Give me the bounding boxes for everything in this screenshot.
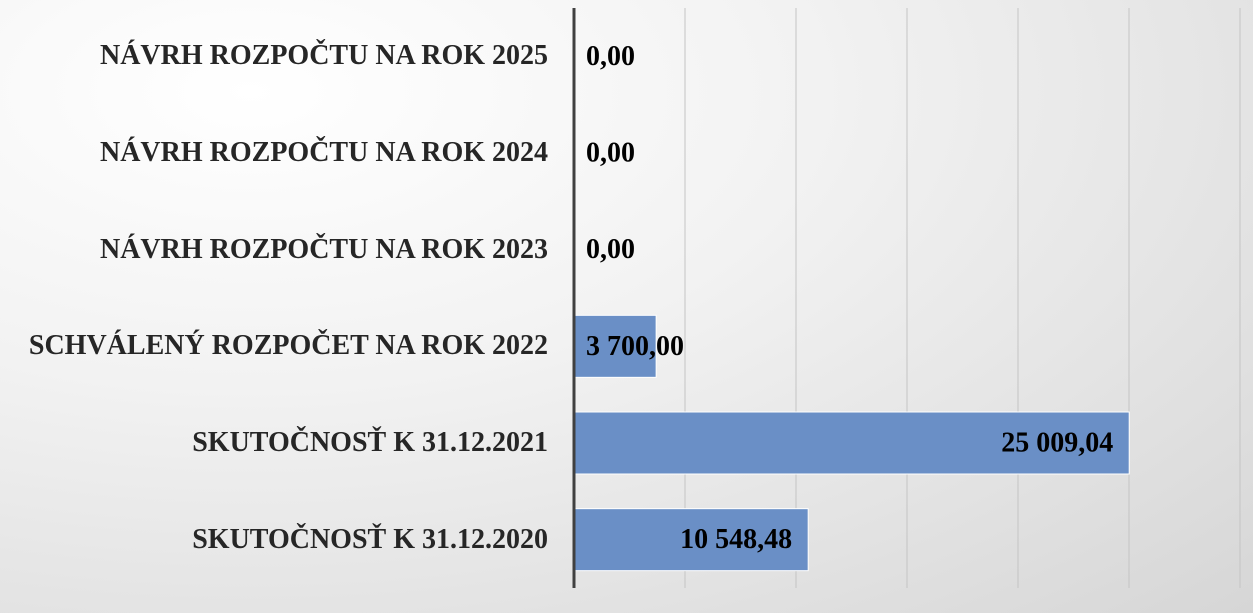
category-text: SKUTOČNOSŤ K 31.12.2020 xyxy=(192,523,548,555)
data-label: 0,00 xyxy=(586,234,635,265)
data-label: 25 009,04 xyxy=(1001,427,1113,458)
data-label: 3 700,00 xyxy=(586,331,684,362)
category-label: SCHVÁLENÝ ROZPOČET NA ROK 2022 xyxy=(18,298,548,395)
bar xyxy=(573,411,1130,475)
data-label: 0,00 xyxy=(586,137,635,168)
category-text: SCHVÁLENÝ ROZPOČET NA ROK 2022 xyxy=(28,330,548,362)
category-text: NÁVRH ROZPOČTU NA ROK 2025 xyxy=(99,40,548,72)
category-label: NÁVRH ROZPOČTU NA ROK 2024 xyxy=(18,105,548,202)
bar xyxy=(573,314,657,378)
data-label: 0,00 xyxy=(586,41,635,72)
bar xyxy=(573,508,809,572)
category-label: NÁVRH ROZPOČTU NA ROK 2025 xyxy=(18,8,548,105)
category-text: NÁVRH ROZPOČTU NA ROK 2024 xyxy=(99,136,548,168)
category-text: NÁVRH ROZPOČTU NA ROK 2023 xyxy=(99,233,548,265)
category-label: SKUTOČNOSŤ K 31.12.2020 xyxy=(18,491,548,588)
category-label: NÁVRH ROZPOČTU NA ROK 2023 xyxy=(18,201,548,298)
category-label: SKUTOČNOSŤ K 31.12.2021 xyxy=(18,395,548,492)
data-label: 10 548,48 xyxy=(680,524,792,555)
category-text: SKUTOČNOSŤ K 31.12.2021 xyxy=(192,426,548,458)
